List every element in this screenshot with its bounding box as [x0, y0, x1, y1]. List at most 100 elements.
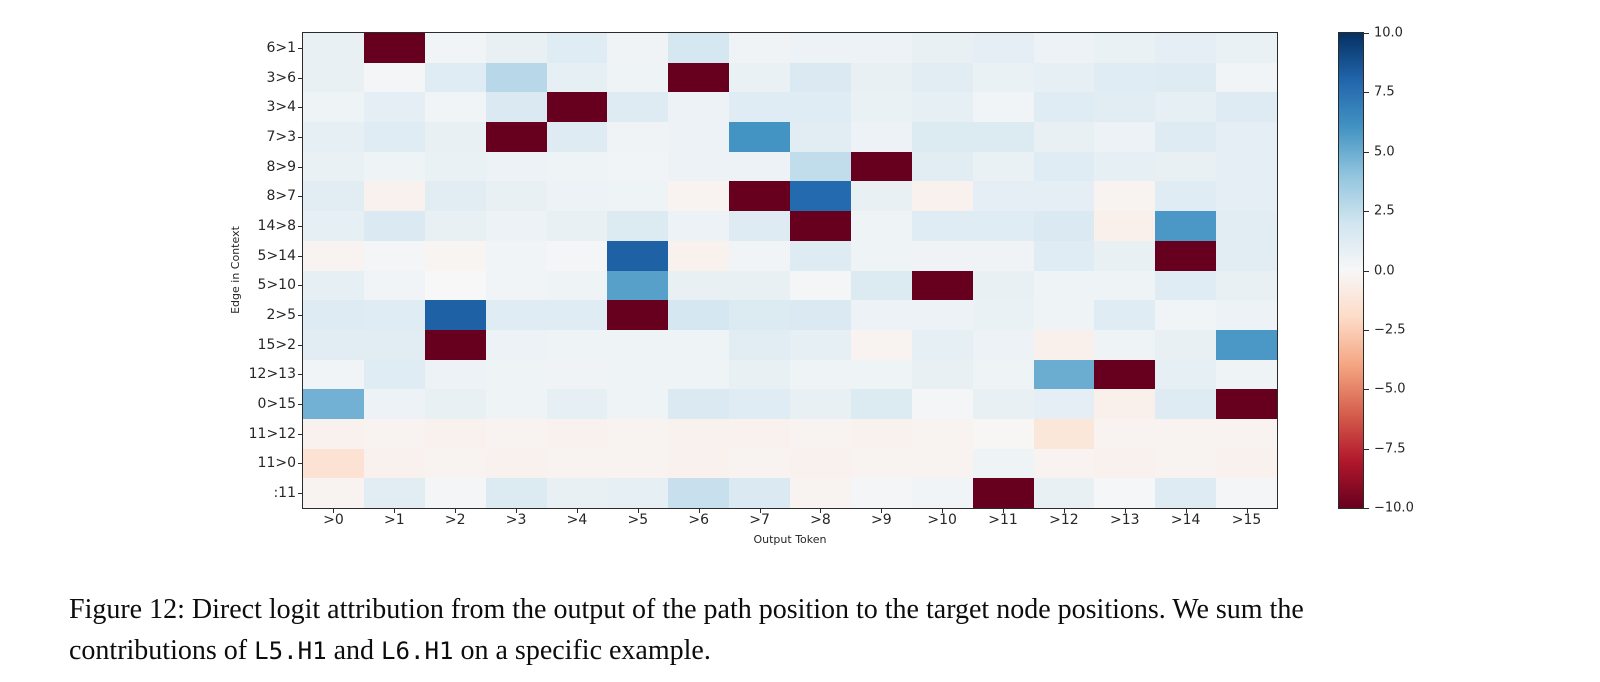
heatmap-cell: [424, 62, 486, 93]
x-tick-label: >13: [1110, 512, 1140, 528]
heatmap-cell: [363, 418, 425, 449]
heatmap-cell: [1216, 33, 1277, 63]
heatmap-cell: [790, 300, 851, 330]
heatmap-cell: [850, 181, 912, 212]
heatmap-cell: [790, 448, 851, 479]
heatmap-cell: [1216, 329, 1277, 360]
heatmap-cell: [303, 151, 364, 182]
heatmap-cell: [303, 181, 364, 212]
heatmap-cell: [911, 359, 973, 390]
heatmap-cell: [363, 359, 425, 390]
heatmap-cell: [303, 448, 364, 479]
heatmap-cell: [911, 300, 973, 330]
heatmap-cell: [363, 62, 425, 93]
heatmap-cell: [485, 62, 547, 93]
heatmap-cell: [546, 389, 608, 419]
heatmap-cell: [790, 329, 851, 360]
x-axis-title: Output Token: [753, 533, 827, 546]
heatmap-cell: [668, 478, 730, 508]
x-tick-label: >10: [927, 512, 957, 528]
heatmap-cell: [790, 359, 851, 390]
heatmap-cell: [850, 359, 912, 390]
heatmap-cell: [850, 270, 912, 301]
heatmap-cell: [607, 181, 669, 212]
heatmap-cell: [668, 300, 730, 330]
heatmap-cell: [1216, 478, 1277, 508]
colorbar-tick-label: 10.0: [1374, 25, 1403, 41]
heatmap-cell: [1155, 240, 1217, 271]
heatmap-cell: [1155, 329, 1217, 360]
heatmap-cell: [485, 181, 547, 212]
heatmap-cell: [1155, 300, 1217, 330]
heatmap-cell: [1155, 270, 1217, 301]
heatmap-cell: [1155, 62, 1217, 93]
heatmap-cell: [668, 389, 730, 419]
x-tick-label: >7: [749, 512, 770, 528]
heatmap-cell: [790, 33, 851, 63]
heatmap-cell: [790, 211, 851, 241]
colorbar-tick-label: −5.0: [1374, 381, 1406, 397]
heatmap-cell: [1033, 240, 1095, 271]
heatmap-cell: [303, 300, 364, 330]
heatmap-cell: [1094, 181, 1156, 212]
heatmap-cell: [546, 359, 608, 390]
x-tick-label: >8: [810, 512, 831, 528]
heatmap-cell: [546, 478, 608, 508]
heatmap-cell: [790, 270, 851, 301]
heatmap-cell: [485, 211, 547, 241]
heatmap-cell: [424, 181, 486, 212]
x-tick-marks: [303, 509, 1277, 513]
heatmap-cell: [911, 389, 973, 419]
colorbar-tick-label: 2.5: [1374, 203, 1395, 219]
heatmap-cell: [729, 92, 790, 123]
heatmap-cell: [668, 448, 730, 479]
heatmap-cell: [972, 62, 1034, 93]
heatmap-cell: [972, 389, 1034, 419]
heatmap-cell: [1155, 122, 1217, 152]
heatmap-cell: [1094, 62, 1156, 93]
heatmap-cell: [1094, 300, 1156, 330]
heatmap-cell: [424, 270, 486, 301]
heatmap-cell: [424, 389, 486, 419]
heatmap-cell: [911, 122, 973, 152]
heatmap-cell: [850, 92, 912, 123]
heatmap-cell: [1216, 359, 1277, 390]
y-tick-label: 11>0: [257, 455, 296, 472]
heatmap-cell: [363, 33, 425, 63]
heatmap-cell: [911, 62, 973, 93]
heatmap-cell: [607, 448, 669, 479]
heatmap-cell: [485, 329, 547, 360]
colorbar-tick-label: 5.0: [1374, 144, 1395, 160]
heatmap-cell: [485, 389, 547, 419]
heatmap-cell: [363, 181, 425, 212]
heatmap-cell: [363, 211, 425, 241]
heatmap-cell: [1094, 329, 1156, 360]
heatmap-cell: [1033, 359, 1095, 390]
heatmap-cell: [485, 359, 547, 390]
heatmap-cell: [668, 211, 730, 241]
heatmap-cell: [1216, 92, 1277, 123]
heatmap-cell: [729, 181, 790, 212]
y-tick-label: 8>7: [266, 188, 296, 205]
heatmap-cell: [790, 181, 851, 212]
heatmap-cell: [1216, 448, 1277, 479]
heatmap-cell: [972, 448, 1034, 479]
heatmap-cell: [850, 62, 912, 93]
heatmap-cell: [607, 122, 669, 152]
y-tick-label: 3>4: [266, 99, 296, 116]
heatmap-cell: [303, 478, 364, 508]
heatmap-cell: [546, 329, 608, 360]
heatmap-cell: [850, 240, 912, 271]
heatmap-cell: [790, 151, 851, 182]
caption-text: and: [326, 635, 382, 666]
heatmap-cell: [729, 300, 790, 330]
heatmap-cell: [972, 151, 1034, 182]
heatmap-cell: [911, 329, 973, 360]
heatmap-cell: [972, 122, 1034, 152]
heatmap-cell: [1033, 92, 1095, 123]
heatmap-cell: [1155, 448, 1217, 479]
heatmap-cell: [1033, 478, 1095, 508]
x-tick-label: >2: [444, 512, 466, 528]
heatmap-cell: [668, 359, 730, 390]
heatmap-cell: [1033, 270, 1095, 301]
